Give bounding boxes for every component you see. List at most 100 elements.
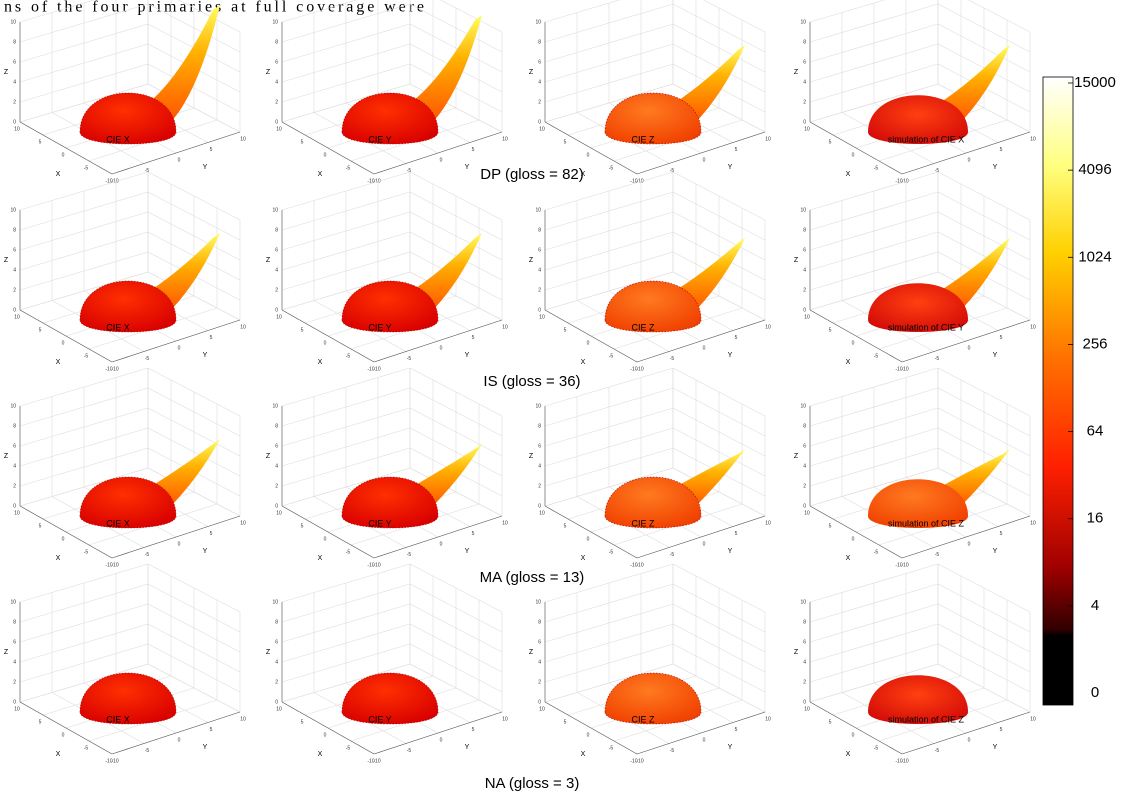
- x-tick-label: 5: [829, 719, 832, 725]
- x-tick-label: 10: [539, 314, 545, 320]
- y-tick-label: -5: [407, 552, 412, 558]
- z-tick-label: 0: [275, 503, 278, 509]
- y-tick-label: 10: [1030, 324, 1036, 330]
- z-axis-label: Z: [266, 257, 271, 264]
- z-tick-label: 0: [803, 503, 806, 509]
- y-tick-label: 5: [472, 147, 475, 153]
- x-tick-label: -5: [346, 549, 351, 555]
- z-tick-label: 6: [538, 443, 541, 449]
- x-tick-label: 5: [301, 523, 304, 529]
- z-axis-label: Z: [794, 649, 799, 656]
- z-axis-label: Z: [4, 69, 9, 76]
- x-tick-label: 0: [587, 536, 590, 542]
- x-tick-label: -5: [874, 353, 879, 359]
- z-tick-label: 4: [538, 79, 541, 85]
- z-tick-label: 6: [538, 639, 541, 645]
- x-tick-label: -5: [609, 549, 614, 555]
- y-tick-label: -5: [145, 356, 150, 362]
- x-tick-label: 10: [14, 510, 20, 516]
- y-tick-label: 0: [703, 157, 706, 163]
- y-tick-label: 0: [440, 737, 443, 743]
- z-tick-label: 0: [275, 307, 278, 313]
- x-tick-label: 0: [62, 152, 65, 158]
- z-tick-label: 8: [538, 227, 541, 233]
- x-tick-label: 0: [324, 732, 327, 738]
- x-tick-label: -10: [105, 366, 112, 372]
- x-tick-label: -10: [367, 562, 374, 568]
- panel-label: simulation of CIE Z: [888, 714, 965, 724]
- y-tick-label: 0: [178, 157, 181, 163]
- x-axis-label: X: [846, 751, 851, 758]
- z-tick-label: 6: [803, 639, 806, 645]
- x-axis-label: X: [56, 751, 61, 758]
- z-tick-label: 6: [538, 247, 541, 253]
- z-tick-label: 0: [275, 699, 278, 705]
- y-tick-label: 5: [472, 335, 475, 341]
- z-tick-label: 4: [803, 79, 806, 85]
- colorbar-tick-label: 15000: [1074, 74, 1116, 91]
- x-tick-label: 0: [852, 340, 855, 346]
- x-tick-label: 5: [39, 327, 42, 333]
- z-tick-label: 10: [800, 207, 806, 213]
- x-axis-label: X: [318, 751, 323, 758]
- z-tick-label: 4: [538, 659, 541, 665]
- y-tick-label: 5: [210, 335, 213, 341]
- y-tick-label: 0: [968, 541, 971, 547]
- z-tick-label: 2: [803, 483, 806, 489]
- x-tick-label: 5: [829, 139, 832, 145]
- x-tick-label: -10: [105, 562, 112, 568]
- x-axis-label: X: [318, 171, 323, 178]
- z-tick-label: 2: [803, 99, 806, 105]
- x-tick-label: -5: [609, 165, 614, 171]
- x-tick-label: -5: [346, 745, 351, 751]
- y-tick-label: 0: [968, 157, 971, 163]
- y-tick-label: -5: [670, 748, 675, 754]
- y-axis-label: Y: [728, 548, 733, 555]
- z-tick-label: 8: [275, 619, 278, 625]
- z-tick-label: 10: [535, 207, 541, 213]
- z-tick-label: 6: [803, 443, 806, 449]
- y-tick-label: 5: [210, 531, 213, 537]
- x-tick-label: -10: [105, 758, 112, 764]
- x-tick-label: 5: [301, 139, 304, 145]
- x-tick-label: -5: [84, 353, 89, 359]
- y-tick-label: -5: [670, 356, 675, 362]
- x-axis-label: X: [846, 171, 851, 178]
- x-tick-label: -10: [895, 758, 902, 764]
- colorbar: [1043, 77, 1073, 705]
- x-tick-label: -5: [346, 353, 351, 359]
- z-axis-label: Z: [529, 649, 534, 656]
- y-tick-label: 10: [240, 324, 246, 330]
- y-tick-label: 0: [703, 737, 706, 743]
- x-tick-label: -5: [874, 549, 879, 555]
- z-tick-label: 6: [13, 247, 16, 253]
- z-tick-label: 4: [275, 79, 278, 85]
- x-tick-label: -5: [346, 165, 351, 171]
- x-axis-label: X: [581, 359, 586, 366]
- z-tick-label: 8: [538, 423, 541, 429]
- y-axis-label: Y: [203, 164, 208, 171]
- x-tick-label: 10: [804, 706, 810, 712]
- z-tick-label: 2: [13, 99, 16, 105]
- z-tick-label: 0: [803, 699, 806, 705]
- z-tick-label: 2: [803, 679, 806, 685]
- y-axis-label: Y: [993, 744, 998, 751]
- x-tick-label: -10: [630, 562, 637, 568]
- z-tick-label: 10: [800, 19, 806, 25]
- z-tick-label: 4: [803, 463, 806, 469]
- panel-label: CIE X: [106, 134, 130, 144]
- z-tick-label: 2: [538, 99, 541, 105]
- z-axis-label: Z: [266, 649, 271, 656]
- z-tick-label: 10: [800, 403, 806, 409]
- z-tick-label: 2: [13, 483, 16, 489]
- x-tick-label: 10: [539, 510, 545, 516]
- x-tick-label: 10: [276, 126, 282, 132]
- y-axis-label: Y: [728, 744, 733, 751]
- x-tick-label: -10: [895, 366, 902, 372]
- z-tick-label: 6: [275, 59, 278, 65]
- y-tick-label: 10: [502, 324, 508, 330]
- y-tick-label: 0: [178, 737, 181, 743]
- x-tick-label: 0: [852, 536, 855, 542]
- x-tick-label: 0: [324, 152, 327, 158]
- row-label: IS (gloss = 36): [483, 373, 580, 390]
